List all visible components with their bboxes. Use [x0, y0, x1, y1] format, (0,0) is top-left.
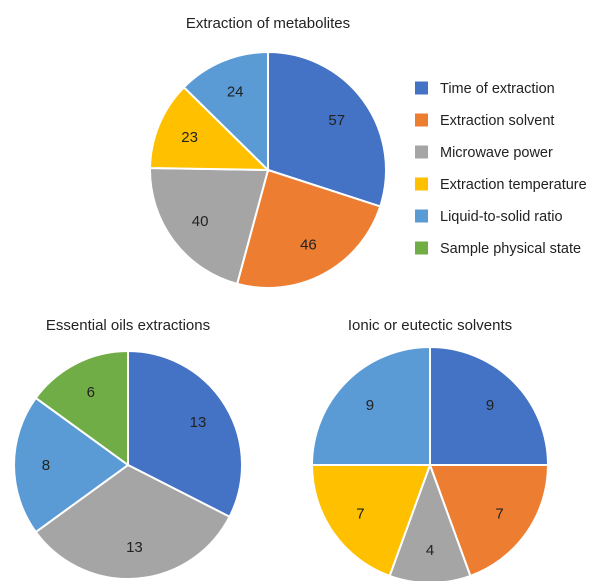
slice-value-label: 8 — [42, 457, 50, 474]
pie-slice — [34, 349, 129, 467]
legend-swatch — [415, 81, 428, 95]
pie-slice — [182, 50, 269, 173]
slice-value-label: 13 — [126, 539, 143, 556]
pie-slice — [235, 168, 382, 289]
legend-item: Sample physical state — [415, 241, 581, 257]
legend-swatch — [415, 241, 428, 255]
pie-slice — [429, 345, 550, 466]
chart-2-title: Essential oils extractions — [46, 317, 210, 334]
slice-value-label: 7 — [495, 506, 503, 523]
pie-slice — [310, 464, 432, 578]
slice-value-label: 7 — [356, 506, 364, 523]
legend-item: Time of extraction — [415, 81, 555, 97]
pie-slice — [428, 464, 550, 578]
legend-swatch — [415, 209, 428, 223]
legend-label: Liquid-to-solid ratio — [440, 209, 563, 225]
pie-slice — [267, 50, 387, 208]
slice-value-label: 46 — [300, 237, 317, 254]
pie-slice — [127, 349, 243, 519]
legend-item: Microwave power — [415, 145, 553, 161]
legend-label: Microwave power — [440, 145, 553, 161]
pie-slice — [310, 345, 431, 466]
legend-item: Extraction solvent — [415, 113, 554, 129]
slice-value-label: 9 — [486, 397, 494, 414]
legend-swatch — [415, 113, 428, 127]
legend-swatch — [415, 177, 428, 191]
slice-value-label: 4 — [426, 542, 434, 559]
legend-label: Sample physical state — [440, 241, 581, 257]
slice-value-label: 9 — [366, 397, 374, 414]
legend-swatch — [415, 145, 428, 159]
pie-slice — [13, 396, 130, 534]
legend: Time of extraction Extraction solvent Micr… — [415, 81, 587, 257]
chart-1-title: Extraction of metabolites — [186, 15, 350, 32]
pie-slice — [149, 167, 270, 286]
pie-slice — [148, 85, 271, 172]
pie-chart-3: 9 7 4 7 9 — [310, 345, 550, 581]
legend-label: Extraction solvent — [440, 113, 554, 129]
pie-slice — [388, 462, 472, 581]
slice-value-label: 23 — [181, 129, 198, 146]
chart-3-title: Ionic or eutectic solvents — [348, 317, 512, 334]
slice-value-label: 57 — [328, 112, 345, 129]
slice-value-label: 40 — [192, 213, 209, 230]
pie-slice — [34, 463, 231, 580]
slice-value-label: 24 — [227, 84, 244, 101]
slice-value-label: 6 — [87, 384, 95, 401]
legend-label: Time of extraction — [440, 81, 555, 97]
pie-chart-1: 57 46 40 23 24 — [148, 50, 387, 289]
pie-chart-2: 13 13 8 6 — [13, 349, 243, 580]
legend-item: Extraction temperature — [415, 177, 587, 193]
legend-label: Extraction temperature — [440, 177, 587, 193]
slice-value-label: 13 — [190, 414, 207, 431]
legend-item: Liquid-to-solid ratio — [415, 209, 563, 225]
